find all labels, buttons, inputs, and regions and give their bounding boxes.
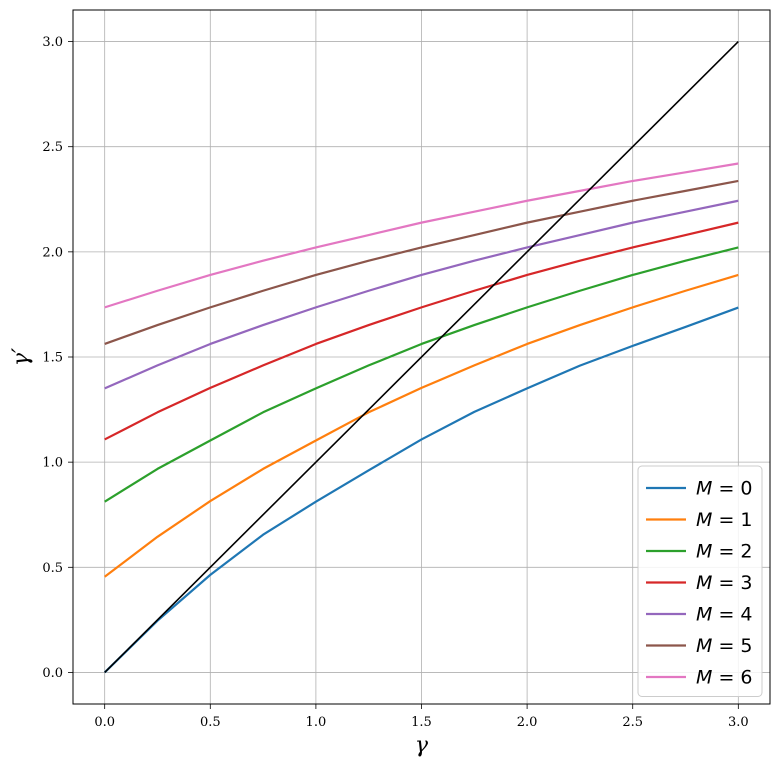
x-tick-label: 0.0 — [94, 715, 115, 730]
series-line-m0 — [103, 306, 739, 674]
x-axis-label: γ — [415, 733, 429, 758]
x-tick-label: 2.5 — [622, 715, 643, 730]
legend-entry-m5: M = 5 — [696, 635, 753, 657]
x-axis: 0.0 0.5 1.0 1.5 2.0 2.5 3.0 — [94, 704, 749, 730]
y-axis-label: γ′ — [9, 348, 34, 366]
x-tick-label: 1.5 — [411, 715, 432, 730]
x-tick-label: 3.0 — [728, 715, 749, 730]
identity-line — [104, 40, 739, 674]
series-line-m3 — [104, 221, 739, 441]
y-tick-label: 0.0 — [42, 666, 63, 681]
y-tick-label: 1.5 — [42, 351, 63, 366]
series-line-m4 — [104, 199, 739, 390]
series-line-m6 — [104, 162, 739, 309]
series-line-m1 — [104, 273, 739, 578]
legend-entry-m4: M = 4 — [696, 604, 753, 626]
x-tick-label: 0.5 — [200, 715, 221, 730]
series-line-m2 — [104, 246, 739, 503]
legend-entry-m1: M = 1 — [696, 509, 753, 531]
y-tick-label: 2.5 — [42, 140, 63, 155]
legend-entry-m3: M = 3 — [696, 572, 753, 594]
grid — [73, 10, 770, 704]
legend-entry-m2: M = 2 — [696, 541, 753, 563]
legend-entry-m6: M = 6 — [696, 667, 753, 689]
y-axis: 0.0 0.5 1.0 1.5 2.0 2.5 3.0 — [42, 35, 73, 681]
y-tick-label: 3.0 — [42, 35, 63, 50]
legend-box — [637, 465, 763, 697]
series-layer — [103, 40, 739, 674]
y-tick-label: 0.5 — [42, 561, 63, 576]
x-tick-label: 1.0 — [306, 715, 327, 730]
legend: M = 0 M = 1 M = 2 M = 3 M = 4 M = 5 M = 6 — [637, 465, 763, 697]
y-tick-label: 1.0 — [42, 456, 63, 471]
legend-entry-m0: M = 0 — [696, 478, 753, 500]
series-line-m5 — [104, 179, 739, 345]
x-tick-label: 2.0 — [517, 715, 538, 730]
y-tick-label: 2.0 — [42, 245, 63, 260]
